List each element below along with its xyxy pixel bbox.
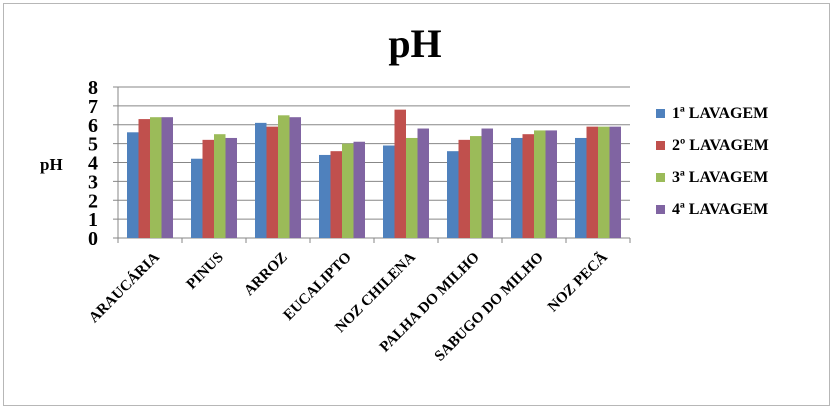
bar (353, 141, 365, 238)
x-category-label: PINUS (184, 250, 227, 293)
legend-label: 4ª LAVAGEM (672, 201, 768, 218)
bar (202, 139, 214, 238)
bar (575, 137, 587, 238)
y-tick-label: 0 (88, 228, 98, 250)
bar (586, 126, 598, 238)
legend-label: 1ª LAVAGEM (672, 105, 768, 122)
y-axis-label: pH (40, 155, 63, 174)
x-category-label: ARAUCÁRIA (85, 249, 163, 327)
bar (289, 117, 301, 238)
bar (511, 137, 523, 238)
y-tick-label: 3 (88, 171, 98, 193)
bar (161, 117, 173, 238)
legend-swatch (656, 205, 665, 214)
bar (342, 143, 354, 238)
bar (406, 137, 418, 238)
y-tick-label: 4 (88, 153, 98, 175)
x-category-label: SABUGO DO MILHO (432, 250, 547, 365)
bar (458, 139, 470, 238)
bar (266, 126, 278, 238)
x-category-label: NOZ PECÃ (544, 248, 611, 315)
bar (394, 109, 406, 239)
bar (417, 128, 429, 238)
bar (330, 151, 342, 238)
y-tick-label: 7 (88, 96, 98, 118)
y-tick-label: 2 (88, 190, 98, 212)
bar (127, 132, 139, 238)
bar (191, 158, 203, 238)
x-category-label: ARROZ (241, 250, 291, 300)
bar (481, 128, 493, 238)
legend-swatch (656, 141, 665, 150)
bar (383, 145, 395, 238)
bar (255, 122, 267, 238)
y-tick-label: 6 (88, 115, 98, 137)
bar (138, 119, 150, 238)
bar (470, 136, 482, 238)
legend-swatch (656, 109, 665, 118)
bar (545, 130, 557, 238)
legend-label: 2º LAVAGEM (672, 137, 769, 154)
bar (278, 115, 290, 238)
y-tick-label: 1 (88, 209, 98, 231)
bar (225, 137, 237, 238)
bar (609, 126, 621, 238)
y-tick-label: 8 (88, 77, 98, 99)
bar (319, 154, 331, 238)
y-tick-label: 5 (88, 134, 98, 156)
legend-swatch (656, 173, 665, 182)
bar (598, 126, 610, 238)
bar (534, 130, 546, 238)
bar (522, 134, 534, 238)
bar (150, 117, 162, 238)
chart-title: pH (388, 21, 441, 66)
bar (447, 151, 459, 238)
legend-label: 3ª LAVAGEM (672, 169, 768, 186)
bar (214, 134, 226, 238)
